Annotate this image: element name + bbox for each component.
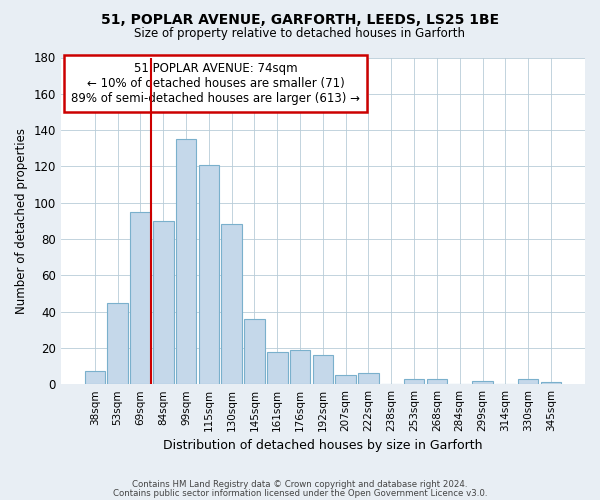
Bar (427, 378, 447, 384)
Bar (244, 319, 265, 384)
Bar (358, 374, 379, 384)
Bar (313, 355, 333, 384)
Bar (404, 378, 424, 384)
Bar (472, 380, 493, 384)
Text: 51, POPLAR AVENUE, GARFORTH, LEEDS, LS25 1BE: 51, POPLAR AVENUE, GARFORTH, LEEDS, LS25… (101, 12, 499, 26)
Bar (541, 382, 561, 384)
X-axis label: Distribution of detached houses by size in Garforth: Distribution of detached houses by size … (163, 440, 482, 452)
Bar (107, 302, 128, 384)
Bar (290, 350, 310, 384)
Text: Size of property relative to detached houses in Garforth: Size of property relative to detached ho… (134, 28, 466, 40)
Bar (130, 212, 151, 384)
Bar (267, 352, 287, 384)
Bar (176, 139, 196, 384)
Text: Contains HM Land Registry data © Crown copyright and database right 2024.: Contains HM Land Registry data © Crown c… (132, 480, 468, 489)
Bar (221, 224, 242, 384)
Bar (153, 221, 173, 384)
Text: Contains public sector information licensed under the Open Government Licence v3: Contains public sector information licen… (113, 488, 487, 498)
Bar (199, 164, 219, 384)
Bar (85, 372, 105, 384)
Bar (335, 375, 356, 384)
Y-axis label: Number of detached properties: Number of detached properties (15, 128, 28, 314)
Text: 51 POPLAR AVENUE: 74sqm
← 10% of detached houses are smaller (71)
89% of semi-de: 51 POPLAR AVENUE: 74sqm ← 10% of detache… (71, 62, 360, 106)
Bar (518, 378, 538, 384)
